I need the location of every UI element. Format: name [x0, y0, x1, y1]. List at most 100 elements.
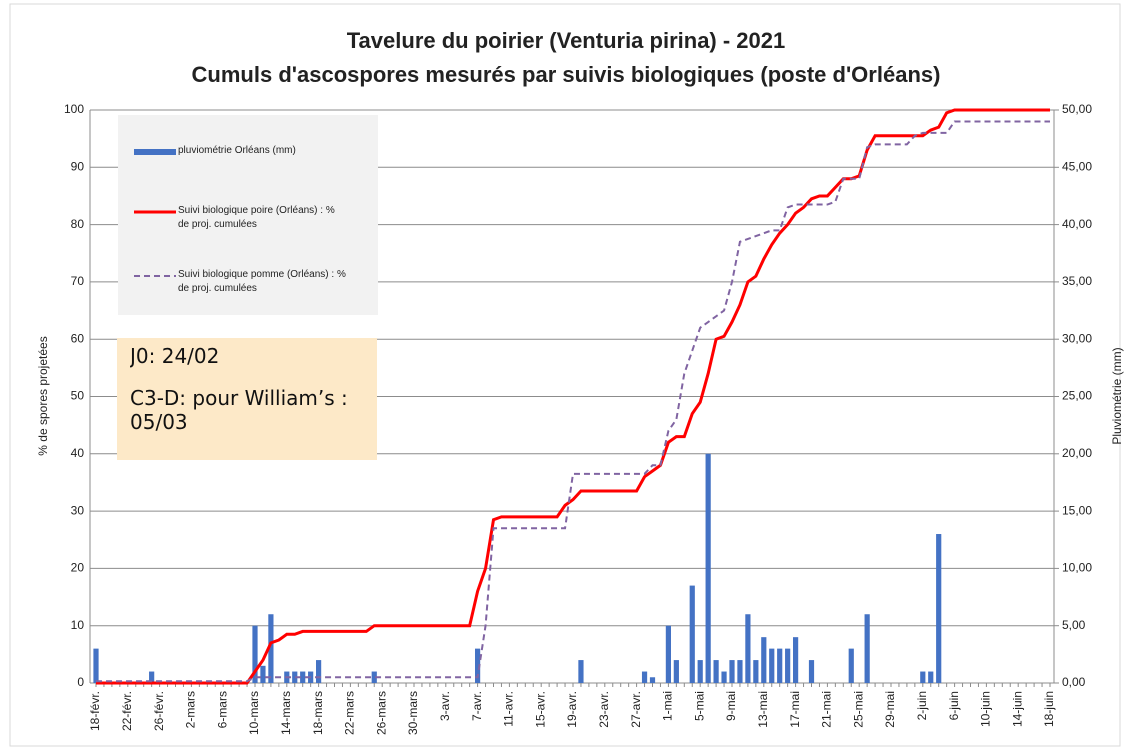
x-tick-label: 2-juin — [915, 691, 929, 720]
bar — [93, 648, 99, 683]
annotation-text: C3-D: pour William’s : 05/03 — [130, 386, 348, 434]
chart-title: Tavelure du poirier (Venturia pirina) - … — [347, 28, 786, 53]
x-tick-label: 1-mai — [661, 691, 675, 721]
bar — [300, 671, 306, 683]
bar — [753, 660, 759, 683]
y2-tick-label: 15,00 — [1062, 503, 1092, 517]
x-tick-label: 6-juin — [947, 691, 961, 720]
bar — [316, 660, 322, 683]
y2-tick-label: 0,00 — [1062, 675, 1086, 689]
x-tick-label: 15-avr. — [533, 691, 547, 728]
bar — [721, 671, 727, 683]
x-tick-label: 6-mars — [215, 691, 229, 728]
legend-swatch — [134, 149, 176, 155]
bar — [665, 625, 671, 683]
x-tick-label: 11-avr. — [502, 691, 516, 727]
y-tick-label: 30 — [71, 503, 85, 517]
x-tick-label: 26-mars — [374, 691, 388, 735]
annotation-text: J0: 24/02 — [130, 344, 220, 368]
x-tick-label: 10-juin — [979, 691, 993, 727]
annotation: J0: 24/02 C3-D: pour William’s : 05/03 — [130, 344, 348, 434]
y2-tick-label: 40,00 — [1062, 217, 1092, 231]
y2-tick-label: 20,00 — [1062, 446, 1092, 460]
x-tick-label: 7-avr. — [470, 691, 484, 721]
legend-entry: Suivi biologique pomme (Orléans) : % de … — [178, 269, 346, 294]
bar — [920, 671, 926, 683]
bar — [673, 660, 679, 683]
y2-tick-label: 30,00 — [1062, 331, 1092, 345]
legend-label: Suivi biologique poire (Orléans) : % de … — [178, 205, 335, 230]
x-tick-label: 10-mars — [247, 691, 261, 735]
bar — [761, 637, 767, 683]
x-tick-label: 14-juin — [1010, 691, 1024, 727]
y-tick-label: 60 — [71, 331, 85, 345]
bar — [149, 671, 155, 683]
bar — [729, 660, 735, 683]
bar — [713, 660, 719, 683]
y-tick-label: 100 — [64, 102, 84, 116]
bar — [252, 625, 258, 683]
bar — [697, 660, 703, 683]
x-tick-label: 27-avr. — [629, 691, 643, 728]
x-tick-label: 18-mars — [311, 691, 325, 735]
x-tick-label: 17-mai — [788, 691, 802, 728]
x-tick-label: 18-févr. — [88, 691, 102, 731]
bar — [848, 648, 854, 683]
y2-tick-label: 45,00 — [1062, 159, 1092, 173]
x-tick-label: 26-févr. — [152, 691, 166, 731]
bar — [641, 671, 648, 683]
bar — [292, 671, 298, 683]
bar — [785, 648, 791, 683]
y2-tick-label: 5,00 — [1062, 618, 1086, 632]
x-tick-label: 30-mars — [406, 691, 420, 735]
x-tick-label: 5-mai — [692, 691, 706, 721]
bar — [769, 648, 775, 683]
bar — [260, 665, 266, 683]
legend-label: Suivi biologique pomme (Orléans) : % de … — [178, 269, 346, 294]
bar — [649, 677, 656, 683]
x-tick-label: 22-févr. — [120, 691, 134, 731]
x-tick-label: 25-mai — [851, 691, 865, 728]
x-tick-label: 9-mai — [724, 691, 738, 721]
y-tick-label: 20 — [71, 561, 85, 575]
y-tick-label: 50 — [71, 389, 85, 403]
y-tick-label: 90 — [71, 159, 85, 173]
bar — [705, 453, 711, 683]
line-series — [96, 108, 1050, 685]
bar — [928, 671, 934, 683]
y2-tick-label: 50,00 — [1062, 102, 1092, 116]
x-tick-label: 22-mars — [343, 691, 357, 735]
y2-tick-label: 10,00 — [1062, 561, 1092, 575]
bar — [864, 614, 870, 683]
y2-axis-label: Pluviométrie (mm) — [1110, 347, 1124, 444]
legend-box — [118, 115, 378, 315]
y2-tick-label: 25,00 — [1062, 389, 1092, 403]
bar — [745, 614, 751, 683]
annotation-box — [117, 338, 377, 460]
x-tick-label: 13-mai — [756, 691, 770, 728]
x-tick-label: 29-mai — [883, 691, 897, 728]
bar — [268, 614, 274, 683]
bar — [936, 534, 942, 683]
chart-subtitle: Cumuls d'ascospores mesurés par suivis b… — [192, 62, 941, 87]
y-tick-label: 70 — [71, 274, 85, 288]
bar — [777, 648, 783, 683]
y-tick-label: 40 — [71, 446, 85, 460]
bar — [475, 648, 481, 683]
bar — [578, 660, 584, 683]
bar — [808, 660, 815, 683]
x-tick-label: 3-avr. — [438, 691, 452, 721]
y-tick-label: 10 — [71, 618, 85, 632]
bar — [371, 671, 377, 683]
bar — [689, 585, 695, 683]
y-axis-label: % de spores projetées — [36, 336, 50, 455]
legend-label: pluviométrie Orléans (mm) — [178, 145, 296, 156]
x-tick-label: 23-avr. — [597, 691, 611, 728]
x-tick-label: 19-avr. — [565, 691, 579, 728]
x-tick-label: 18-juin — [1042, 691, 1056, 727]
legend-entry: pluviométrie Orléans (mm) — [178, 145, 296, 156]
y-tick-label: 0 — [77, 675, 84, 689]
bar — [737, 660, 743, 683]
bar — [793, 637, 799, 683]
